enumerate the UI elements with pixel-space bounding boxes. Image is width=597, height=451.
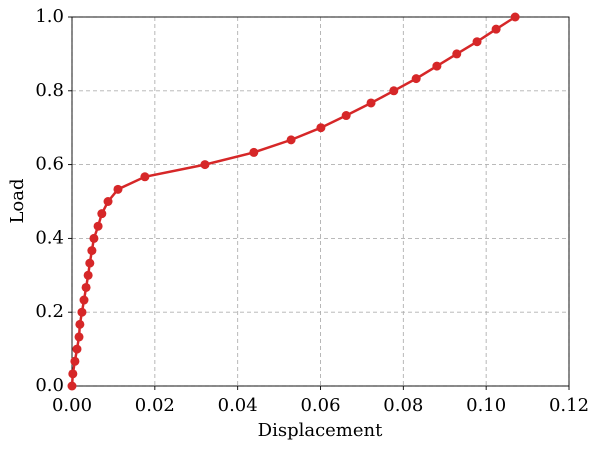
x-tick-label: 0.12: [549, 395, 589, 416]
data-point: [85, 258, 95, 268]
data-point: [452, 49, 462, 59]
data-point: [83, 270, 93, 280]
y-tick-label: 0.8: [35, 80, 64, 101]
data-point: [67, 381, 77, 391]
x-tick-label: 0.06: [300, 395, 340, 416]
data-point: [81, 282, 91, 292]
data-point: [200, 160, 210, 170]
data-point: [510, 12, 520, 22]
data-point: [72, 344, 82, 354]
data-point: [70, 356, 80, 366]
data-point: [74, 332, 84, 342]
y-tick-label: 0.0: [35, 375, 64, 396]
y-axis-label: Load: [7, 178, 28, 223]
data-point: [140, 172, 150, 182]
plot-frame: [71, 16, 570, 387]
data-point: [97, 209, 107, 219]
data-point: [491, 24, 501, 34]
y-tick-label: 0.4: [35, 227, 64, 248]
x-tick-label: 0.08: [383, 395, 423, 416]
x-axis-label: Displacement: [258, 420, 383, 441]
data-point: [103, 197, 113, 206]
data-point: [87, 246, 97, 256]
data-point: [472, 37, 482, 47]
data-point: [341, 111, 351, 121]
data-point: [432, 61, 442, 71]
data-point: [113, 184, 123, 194]
data-point: [89, 233, 99, 243]
data-point: [366, 98, 376, 108]
y-tick-label: 0.6: [35, 154, 64, 175]
data-point: [75, 319, 85, 329]
data-point: [79, 295, 89, 305]
x-tick-label: 0.02: [135, 395, 175, 416]
data-point: [93, 221, 103, 231]
data-point: [68, 369, 78, 379]
data-point: [389, 86, 399, 96]
x-tick-label: 0.10: [466, 395, 506, 416]
data-line: [70, 15, 516, 387]
x-tick-label: 0.00: [52, 395, 92, 416]
data-point: [286, 135, 296, 145]
data-point: [249, 147, 259, 157]
x-tick-label: 0.04: [218, 395, 258, 416]
y-tick-label: 1.0: [35, 6, 64, 27]
data-point: [411, 74, 421, 84]
data-point: [316, 123, 326, 133]
y-tick-label: 0.2: [35, 301, 64, 322]
data-point: [77, 307, 87, 317]
